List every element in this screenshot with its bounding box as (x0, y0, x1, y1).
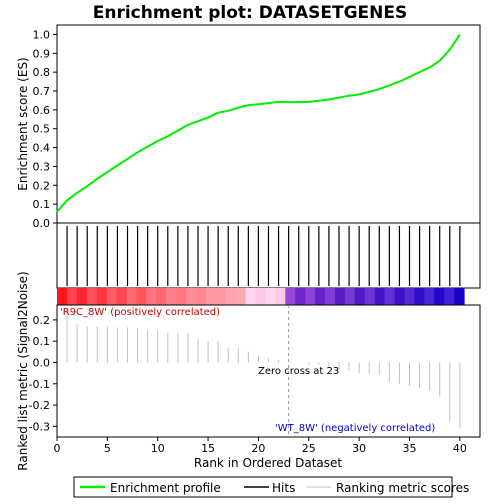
color-bar-segment (86, 288, 98, 305)
chart-title: Enrichment plot: DATASETGENES (93, 3, 408, 23)
color-bar-segment (57, 288, 68, 305)
es-y-tick-label: 0.9 (33, 47, 51, 60)
color-bar-segment (106, 288, 118, 305)
legend: Enrichment profile Hits Ranking metric s… (73, 476, 469, 498)
color-bar-segment (116, 288, 128, 305)
color-bar-segment (235, 288, 247, 305)
color-bar-segment (305, 288, 316, 305)
es-y-tick-label: 0.8 (33, 66, 51, 79)
legend-metric-label: Ranking metric scores (336, 481, 469, 495)
es-panel-frame (56, 24, 481, 224)
metric-axis-label: Ranked list metric (Signal2Noise) (16, 271, 30, 470)
es-y-tick-label: 0.6 (33, 104, 51, 117)
x-tick-label: 15 (201, 442, 215, 455)
rank-color-bar (57, 288, 465, 305)
es-y-tick-label: 0.1 (33, 198, 51, 211)
color-bar-segment (76, 288, 88, 305)
x-tick-label: 0 (54, 442, 61, 455)
enrichment-profile-line (56, 33, 461, 213)
color-bar-segment (374, 288, 386, 305)
es-y-axis: 0.0 0.1 0.2 0.3 0.4 0.5 0.6 0.7 0.8 0.9 1.0 (33, 28, 57, 230)
metric-y-tick-label: -0.1 (29, 378, 50, 391)
x-tick-label: 20 (251, 442, 265, 455)
es-axis-label: Enrichment score (ES) (16, 57, 30, 190)
color-bar-segment (315, 288, 326, 305)
color-bar-segment (285, 288, 296, 305)
es-y-tick-label: 1.0 (33, 28, 51, 41)
color-bar-segment (364, 288, 376, 305)
color-bar-segment (255, 288, 267, 305)
x-axis: 0 5 10 15 20 25 30 35 40 (54, 437, 467, 455)
x-tick-label: 5 (104, 442, 111, 455)
ranked-list-panel: -0.3 -0.2 -0.1 0.0 0.1 0.2 'R9C_8W' (positive… (16, 271, 481, 471)
es-y-tick-label: 0.3 (33, 160, 51, 173)
color-bar-segment (205, 288, 217, 305)
color-bar-segment (404, 288, 415, 305)
x-axis-label: Rank in Ordered Dataset (194, 456, 342, 470)
color-bar-segment (394, 288, 406, 305)
legend-enrichment-label: Enrichment profile (110, 481, 221, 495)
x-tick-label: 25 (302, 442, 316, 455)
zero-cross-annotation: Zero cross at 23 (258, 366, 339, 377)
es-y-tick-label: 0.2 (33, 179, 51, 192)
metric-y-tick-label: 0.0 (33, 356, 51, 369)
hits-marks (66, 226, 461, 286)
color-bar-segment (454, 288, 465, 305)
color-bar-segment (66, 288, 78, 305)
color-bar-segment (275, 288, 286, 305)
color-bar-segment (166, 288, 177, 305)
color-bar-segment (225, 288, 237, 305)
color-bar-segment (344, 288, 356, 305)
color-bar-segment (384, 288, 396, 305)
color-bar-segment (126, 288, 138, 305)
color-bar-segment (414, 288, 425, 305)
metric-y-axis: -0.3 -0.2 -0.1 0.0 0.1 0.2 (29, 314, 57, 433)
es-y-tick-label: 0.5 (33, 123, 51, 136)
color-bar-segment (424, 288, 435, 305)
legend-hits-label: Hits (272, 481, 295, 495)
hits-panel (56, 222, 481, 289)
color-bar-segment (444, 288, 455, 305)
es-y-tick-label: 0.4 (33, 142, 51, 155)
metric-y-tick-label: 0.1 (33, 335, 51, 348)
color-bar-segment (334, 288, 346, 305)
color-bar-segment (186, 288, 197, 305)
es-y-tick-label: 0.0 (33, 217, 51, 230)
color-bar-segment (96, 288, 108, 305)
x-tick-label: 40 (453, 442, 467, 455)
negative-annotation: 'WT_8W' (negatively correlated) (275, 423, 435, 434)
color-bar-segment (146, 288, 157, 305)
color-bar-segment (434, 288, 445, 305)
metric-y-tick-label: 0.2 (33, 314, 51, 327)
es-panel: 0.0 0.1 0.2 0.3 0.4 0.5 0.6 0.7 0.8 0.9 1.0 Enrich… (16, 24, 481, 230)
es-y-tick-label: 0.7 (33, 85, 51, 98)
positive-annotation: 'R9C_8W' (positively correlated) (60, 307, 220, 318)
x-tick-label: 30 (352, 442, 366, 455)
color-bar-segment (354, 288, 366, 305)
metric-y-tick-label: -0.2 (29, 399, 50, 412)
x-tick-label: 35 (403, 442, 417, 455)
color-bar-segment (325, 288, 336, 305)
color-bar-segment (245, 288, 257, 305)
color-bar-segment (176, 288, 187, 305)
color-bar-segment (156, 288, 167, 305)
color-bar-segment (136, 288, 147, 305)
metric-y-tick-label: -0.3 (29, 420, 50, 433)
color-bar-segment (295, 288, 306, 305)
color-bar-segment (215, 288, 227, 305)
color-bar-segment (265, 288, 276, 305)
x-tick-label: 10 (151, 442, 165, 455)
color-bar-segment (195, 288, 207, 305)
metric-marks (66, 309, 461, 429)
